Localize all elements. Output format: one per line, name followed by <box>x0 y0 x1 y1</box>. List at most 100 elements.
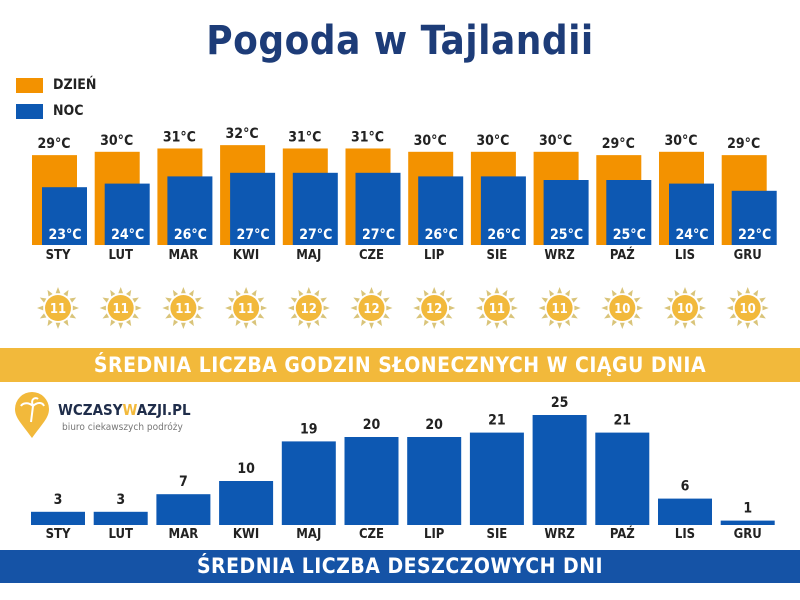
logo-name: WCZASYWAZJI.PL <box>58 401 191 419</box>
rain-month-label: CZE <box>359 527 384 542</box>
night-temp-label: 27°C <box>299 227 332 243</box>
sun-circle <box>45 295 71 321</box>
night-temp-bar <box>543 180 589 245</box>
sun-circle <box>609 295 636 321</box>
rain-month-label: LIP <box>424 527 445 542</box>
day-temp-label: 29°C <box>602 136 635 152</box>
sun-icon <box>37 287 79 329</box>
night-temp-bar <box>355 172 401 245</box>
logo-tagline: biuro ciekawszych podróży <box>62 422 183 433</box>
rain-days-label: 6 <box>681 479 690 495</box>
night-temp-bar <box>731 190 777 245</box>
month-label: PAŹ <box>610 247 635 263</box>
rain-days-bar <box>532 415 587 525</box>
rain-days-label: 1 <box>743 501 752 517</box>
day-temp-label: 31°C <box>288 129 321 145</box>
rain-days-label: 10 <box>237 461 255 477</box>
sun-hours-label: 11 <box>113 302 129 317</box>
sun-hours-label: 11 <box>50 302 66 317</box>
night-temp-label: 24°C <box>675 227 708 243</box>
night-temp-label: 22°C <box>738 227 771 243</box>
month-label: LUT <box>108 248 132 263</box>
night-temp-bar <box>42 187 87 245</box>
rain-days-bar <box>93 511 148 525</box>
sun-icon <box>538 287 581 329</box>
day-temp-label: 30°C <box>100 133 133 149</box>
rain-days-label: 25 <box>551 395 569 411</box>
legend-day-swatch <box>16 77 43 93</box>
day-temp-label: 30°C <box>539 133 572 149</box>
day-temp-label: 31°C <box>351 129 384 145</box>
month-label: MAJ <box>296 248 321 263</box>
rain-month-label: WRZ <box>544 527 574 542</box>
rain-days-bar <box>344 437 399 525</box>
sun-hours-label: 12 <box>363 302 379 317</box>
rain-days-label: 21 <box>488 413 506 429</box>
month-label: KWI <box>233 248 259 263</box>
day-temp-label: 29°C <box>727 136 760 152</box>
night-temp-bar <box>669 183 714 245</box>
night-temp-bar <box>104 183 150 245</box>
rain-month-label: MAJ <box>296 527 321 542</box>
sun-hours-label: 11 <box>238 302 254 317</box>
sun-hours-label: 12 <box>301 302 317 317</box>
day-temp-label: 30°C <box>476 133 509 149</box>
rain-days-bar <box>31 511 85 525</box>
sun-icon <box>413 287 456 329</box>
sun-circle <box>483 295 510 321</box>
rain-days-bar <box>407 437 462 525</box>
day-temp-label: 31°C <box>163 129 196 145</box>
night-temp-label: 26°C <box>174 227 207 243</box>
rain-days-bar <box>281 441 336 525</box>
rain-days-label: 20 <box>425 417 443 433</box>
legend-day-label: DZIEŃ <box>53 77 97 93</box>
night-temp-bar <box>230 172 276 245</box>
rain-month-label: MAR <box>169 527 199 542</box>
rain-days-bar <box>658 498 712 525</box>
day-temp-label: 32°C <box>226 126 259 142</box>
rain-days-label: 20 <box>363 417 381 433</box>
legend-day: DZIEŃ <box>16 77 96 93</box>
sun-circle <box>358 295 385 321</box>
day-temp-label: 30°C <box>664 133 697 149</box>
rain-month-label: LIS <box>675 527 695 542</box>
sun-icon <box>350 287 393 329</box>
sun-icon <box>601 287 644 329</box>
sunshine-banner: ŚREDNIA LICZBA GODZIN SŁONECZNYCH W CIĄG… <box>0 348 800 382</box>
day-temp-label: 30°C <box>414 133 447 149</box>
rain-days-bar <box>219 481 274 525</box>
sun-circle <box>672 295 698 321</box>
night-temp-label: 24°C <box>111 227 144 243</box>
rain-month-label: SIE <box>487 527 508 542</box>
rain-days-label: 21 <box>614 413 632 429</box>
rain-month-label: STY <box>46 527 71 542</box>
rain-days-label: 7 <box>179 474 188 490</box>
rain-days-label: 3 <box>116 492 125 508</box>
day-temp-label: 29°C <box>37 136 70 152</box>
night-temp-bar <box>292 172 338 245</box>
month-label: WRZ <box>544 248 574 263</box>
month-label: LIP <box>424 248 445 263</box>
night-temp-bar <box>418 176 464 245</box>
sun-icon <box>475 287 518 329</box>
night-temp-label: 26°C <box>487 227 520 243</box>
sun-icon <box>726 287 769 329</box>
page-title: Pogoda w Tajlandii <box>206 18 594 64</box>
sun-icon <box>162 287 205 329</box>
month-label: MAR <box>169 248 199 263</box>
rain-month-label: LUT <box>108 527 132 542</box>
sun-circle <box>170 295 197 321</box>
sun-icon <box>225 287 268 329</box>
month-label: SIE <box>487 248 508 263</box>
sun-circle <box>734 295 761 321</box>
sun-circle <box>421 295 448 321</box>
month-label: STY <box>46 248 71 263</box>
legend-night-swatch <box>16 103 43 119</box>
sun-hours-label: 11 <box>489 302 505 317</box>
night-temp-bar <box>167 176 213 245</box>
night-temp-label: 26°C <box>425 227 458 243</box>
sun-hours-label: 10 <box>614 302 630 317</box>
sun-circle <box>546 295 573 321</box>
sun-circle <box>295 295 322 321</box>
